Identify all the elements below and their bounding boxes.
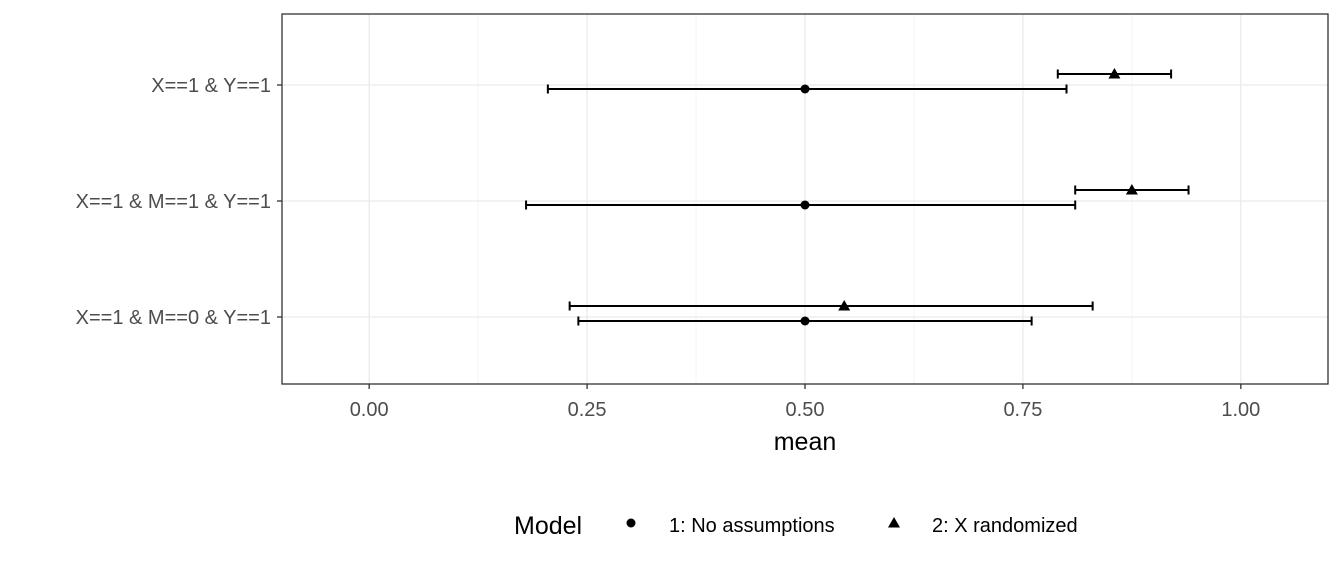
y-tick-label: X==1 & Y==1: [151, 75, 271, 97]
legend-label: 1: No assumptions: [669, 515, 835, 537]
point-circle: [800, 84, 810, 94]
point-circle: [800, 200, 810, 210]
y-tick-label: X==1 & M==1 & Y==1: [76, 191, 271, 213]
series-2: [568, 68, 1190, 311]
x-tick-label: 0.25: [568, 399, 607, 421]
legend-items: 1: No assumptions 2: X randomized: [626, 515, 1078, 537]
y-tick-label: X==1 & M==0 & Y==1: [76, 307, 271, 329]
legend-key-triangle: [888, 517, 900, 528]
legend: Model 1: No assumptions 2: X randomized: [514, 512, 1078, 540]
y-axis: X==1 & Y==1 X==1 & M==1 & Y==1 X==1 & M==0…: [76, 75, 282, 329]
legend-title: Model: [514, 512, 582, 540]
legend-key-circle: [626, 518, 636, 528]
x-axis: 0.00 0.25 0.50 0.75 1.00: [350, 384, 1260, 421]
point-triangle: [1125, 184, 1138, 195]
x-tick-label: 1.00: [1221, 399, 1260, 421]
x-tick-label: 0.75: [1003, 399, 1042, 421]
series-1: [525, 84, 1077, 326]
x-axis-title: mean: [774, 428, 837, 456]
point-circle: [800, 316, 810, 326]
point-triangle: [838, 300, 851, 311]
legend-label: 2: X randomized: [932, 515, 1078, 537]
x-tick-label: 0.50: [786, 399, 825, 421]
point-triangle: [1108, 68, 1121, 79]
x-tick-label: 0.00: [350, 399, 389, 421]
marks-layer: [525, 68, 1190, 326]
